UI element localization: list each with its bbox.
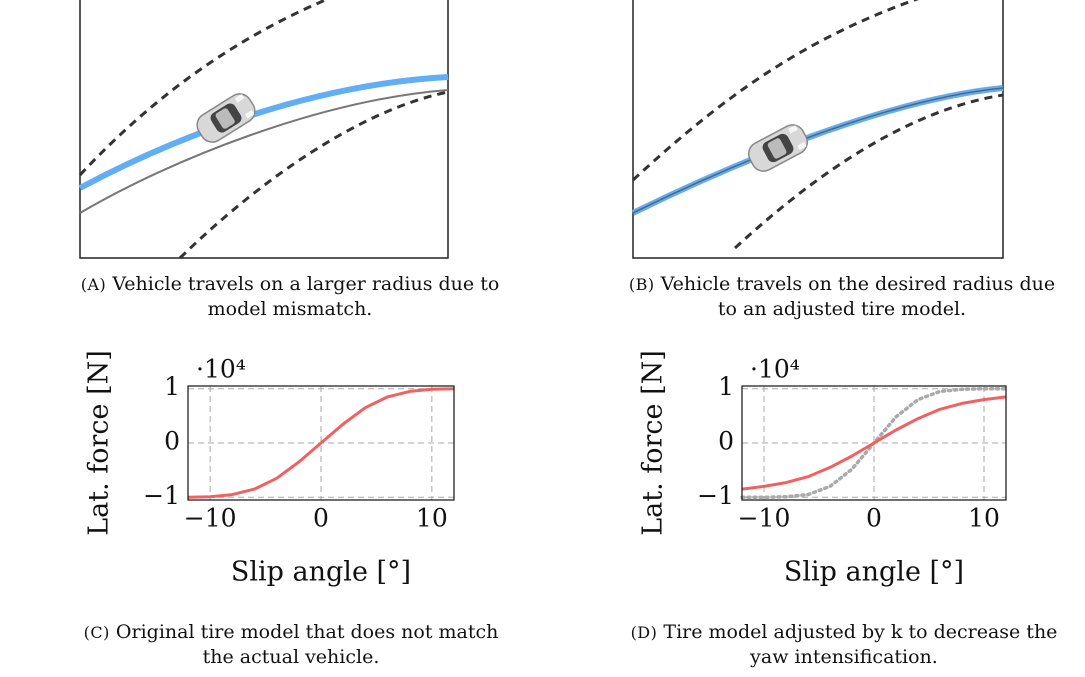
x-tick-label: −10: [738, 504, 791, 533]
illustration-b: [631, 0, 1004, 259]
caption-text: Vehicle travels on a larger radius due t…: [111, 273, 499, 295]
y-axis-label: Lat. force [N]: [638, 350, 669, 536]
y-tick-label: 1: [164, 372, 180, 401]
caption-text: Vehicle travels on the desired radius du…: [660, 273, 1055, 295]
axis-scale-label: ·10⁴: [750, 355, 800, 384]
caption-label: (B): [629, 275, 655, 294]
x-axis-label: Slip angle [°]: [784, 557, 964, 588]
caption-label: (D): [631, 623, 658, 642]
y-axis-label: Lat. force [N]: [84, 350, 115, 536]
illustration-a: [78, 0, 449, 260]
y-tick-label: 0: [718, 427, 734, 456]
x-tick-label: 0: [313, 504, 329, 533]
caption-text: yaw intensification.: [749, 646, 938, 668]
axis-scale-label: ·10⁴: [196, 355, 246, 384]
data-line: [187, 387, 455, 499]
caption-line: (D) Tire model adjusted by k to decrease…: [631, 621, 1058, 643]
x-axis-label: Slip angle [°]: [231, 557, 411, 588]
y-tick-label: −1: [697, 481, 734, 510]
caption-line: (B) Vehicle travels on the desired radiu…: [629, 273, 1055, 295]
caption-text: Original tire model that does not match: [116, 621, 498, 643]
x-tick-label: −10: [184, 504, 237, 533]
caption-text: model mismatch.: [208, 298, 373, 320]
x-tick-label: 0: [866, 504, 882, 533]
plot-frame: [187, 385, 455, 501]
y-tick-label: 0: [164, 427, 180, 456]
x-tick-label: 10: [968, 504, 1000, 533]
y-tick-label: −1: [143, 481, 180, 510]
x-tick-label: 10: [416, 504, 448, 533]
data-line: [741, 395, 1007, 491]
caption-line: (C) Original tire model that does not ma…: [84, 621, 499, 643]
caption-line: (A) Vehicle travels on a larger radius d…: [81, 273, 500, 295]
caption-text: the actual vehicle.: [203, 646, 380, 668]
caption-label: (C): [84, 623, 110, 642]
caption-text: Tire model adjusted by k to decrease the: [663, 621, 1057, 643]
caption-label: (A): [81, 275, 107, 294]
y-tick-label: 1: [718, 372, 734, 401]
caption-text: to an adjusted tire model.: [718, 298, 966, 320]
plot-frame: [741, 385, 1007, 501]
